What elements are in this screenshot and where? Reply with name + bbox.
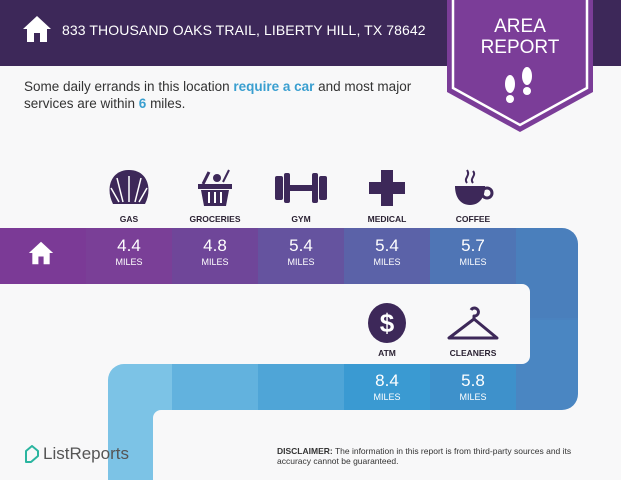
distance-unit: MILES	[115, 257, 143, 267]
distance-value: 5.4	[289, 236, 313, 255]
distance-atm: 8.4 MILES	[344, 363, 430, 402]
distance-unit: MILES	[459, 257, 487, 267]
property-address: 833 THOUSAND OAKS TRAIL, LIBERTY HILL, T…	[62, 22, 426, 38]
intro-text: Some daily errands in this location requ…	[24, 78, 444, 112]
service-label-gas: GAS	[119, 214, 139, 224]
listreports-logo: ListReports	[43, 444, 129, 463]
distance-gas: 4.4 MILES	[86, 228, 172, 267]
distance-unit: MILES	[373, 392, 401, 402]
svg-text:$: $	[380, 308, 395, 338]
dollar-icon: $	[368, 303, 406, 343]
area-report-badge	[447, 0, 593, 132]
service-label-medical: MEDICAL	[367, 214, 407, 224]
service-label-gym: GYM	[291, 214, 311, 224]
dumbbell-icon	[275, 173, 327, 203]
home-icon	[28, 241, 54, 265]
footprints-icon	[505, 67, 532, 103]
distance-cleaners: 5.8 MILES	[430, 363, 516, 402]
badge-line1: AREA	[494, 16, 546, 37]
disclaimer: DISCLAIMER: The information in this repo…	[277, 446, 607, 466]
shell-icon	[109, 170, 149, 204]
distance-value: 5.7	[461, 236, 485, 255]
service-label-cleaners: CLEANERS	[449, 348, 497, 358]
distance-unit: MILES	[201, 257, 229, 267]
badge-title: AREA REPORT	[447, 16, 593, 58]
coffee-cup-icon	[455, 169, 494, 205]
distance-coffee: 5.7 MILES	[430, 228, 516, 267]
distance-value: 8.4	[375, 371, 399, 390]
distance-unit: MILES	[459, 392, 487, 402]
distance-medical: 5.4 MILES	[344, 228, 430, 267]
basket-icon	[198, 169, 232, 206]
intro-post: miles.	[146, 96, 186, 111]
service-label-coffee: COFFEE	[455, 214, 491, 224]
hanger-icon	[447, 306, 499, 340]
disclaimer-text: The information in this report is from t…	[277, 446, 572, 466]
intro-highlight-distance: 6	[138, 96, 147, 111]
badge-line2: REPORT	[480, 37, 560, 58]
intro-highlight-car: require a car	[233, 79, 315, 94]
disclaimer-label: DISCLAIMER:	[277, 446, 333, 456]
distance-value: 4.8	[203, 236, 227, 255]
listreports-logo-icon	[25, 445, 39, 463]
service-label-atm: ATM	[378, 348, 396, 358]
distance-unit: MILES	[373, 257, 401, 267]
distance-value: 5.8	[461, 371, 485, 390]
home-icon	[23, 16, 51, 42]
intro-mid: and most major services are within	[24, 79, 412, 111]
medical-cross-icon	[369, 170, 405, 206]
distance-value: 5.4	[375, 236, 399, 255]
service-label-groceries: GROCERIES	[189, 214, 241, 224]
intro-pre: Some daily errands in this location	[24, 79, 234, 94]
distance-value: 4.4	[117, 236, 141, 255]
distance-groceries: 4.8 MILES	[172, 228, 258, 267]
distance-unit: MILES	[287, 257, 315, 267]
distance-gym: 5.4 MILES	[258, 228, 344, 267]
